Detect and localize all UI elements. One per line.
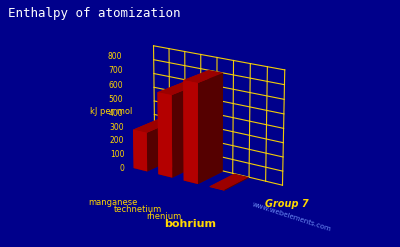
Text: Enthalpy of atomization: Enthalpy of atomization [8, 7, 180, 21]
Text: www.webelements.com: www.webelements.com [252, 201, 332, 232]
